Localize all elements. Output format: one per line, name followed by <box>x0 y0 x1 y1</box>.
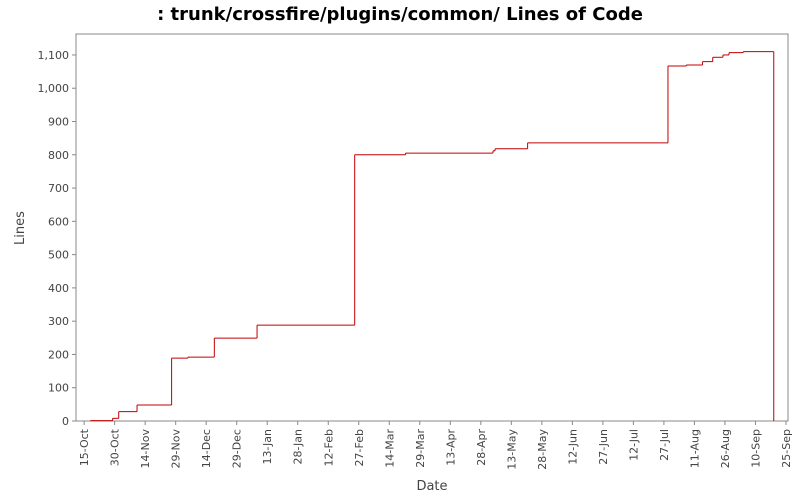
chart-title: : trunk/crossfire/plugins/common/ Lines … <box>157 4 643 25</box>
x-tick-label: 28-Jan <box>292 429 305 465</box>
x-tick-label: 28-May <box>536 429 549 470</box>
x-tick-label: 29-Nov <box>170 429 183 469</box>
y-tick-label: 0 <box>62 415 69 428</box>
y-tick-label: 900 <box>48 116 69 129</box>
y-tick-label: 500 <box>48 249 69 262</box>
x-tick-label: 10-Sep <box>749 429 762 468</box>
x-tick-label: 29-Dec <box>231 429 244 468</box>
y-axis-label: Lines <box>13 211 28 245</box>
x-tick-label: 12-Feb <box>322 429 335 466</box>
x-tick-label: 15-Oct <box>78 428 91 466</box>
y-tick-label: 200 <box>48 348 69 361</box>
y-tick-label: 100 <box>48 382 69 395</box>
x-tick-label: 27-Feb <box>353 429 366 466</box>
x-tick-label: 14-Dec <box>200 429 213 468</box>
x-tick-label: 11-Aug <box>688 429 701 468</box>
x-tick-label: 13-May <box>505 429 518 470</box>
x-tick-label: 14-Mar <box>383 429 396 468</box>
x-tick-label: 27-Jul <box>658 429 671 461</box>
y-tick-label: 1,100 <box>38 49 70 62</box>
y-tick-label: 800 <box>48 149 69 162</box>
x-axis-label: Date <box>416 479 447 494</box>
x-tick-label: 13-Jan <box>261 429 274 465</box>
x-tick-label: 28-Apr <box>475 429 488 466</box>
y-tick-label: 1,000 <box>38 82 70 95</box>
x-tick-label: 14-Nov <box>139 429 152 469</box>
y-tick-label: 700 <box>48 182 69 195</box>
y-tick-label: 400 <box>48 282 69 295</box>
x-tick-label: 13-Apr <box>444 429 457 466</box>
y-tick-label: 300 <box>48 315 69 328</box>
x-tick-label: 30-Oct <box>109 428 122 466</box>
x-tick-label: 26-Aug <box>719 429 732 468</box>
x-tick-label: 12-Jul <box>627 429 640 461</box>
x-tick-label: 29-Mar <box>414 429 427 468</box>
x-tick-label: 27-Jun <box>597 429 610 465</box>
plot-area <box>75 33 789 422</box>
y-tick-label: 600 <box>48 215 69 228</box>
x-tick-label: 12-Jun <box>566 429 579 465</box>
x-tick-label: 25-Sep <box>780 429 793 468</box>
